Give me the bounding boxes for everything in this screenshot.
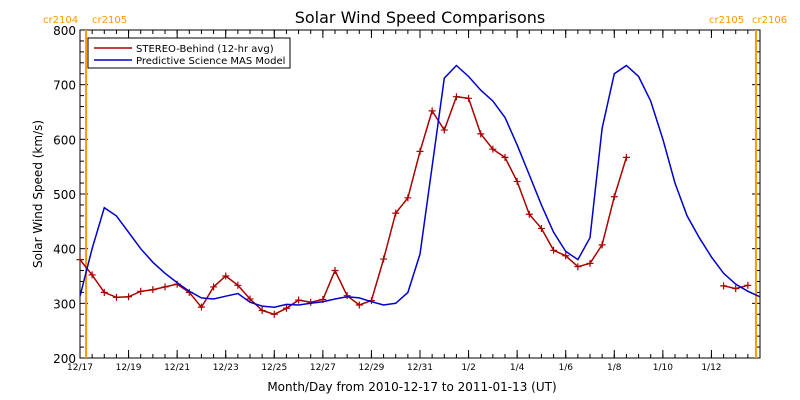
data-point-stereo (270, 310, 278, 318)
legend-label-mas-model: Predictive Science MAS Model (136, 56, 285, 67)
data-point-stereo (88, 271, 96, 279)
x-tick-label: 12/25 (261, 363, 287, 373)
y-tick-label: 200 (53, 352, 76, 366)
data-point-stereo (465, 94, 473, 102)
data-point-stereo (598, 241, 606, 249)
x-tick-label: 1/4 (510, 363, 525, 373)
x-tick-label: 12/23 (213, 363, 239, 373)
cr-right-label-1: cr2105 (92, 15, 127, 26)
plot-area: 200 300 400 500 600 700 800 12/17 12/19 12/21 12/2… (53, 24, 761, 373)
data-point-stereo (100, 288, 108, 296)
y-tick-label: 500 (53, 188, 76, 202)
y-tick-label: 300 (53, 297, 76, 311)
y-tick-label: 800 (53, 24, 76, 38)
legend-box (87, 37, 291, 69)
data-point-stereo (428, 107, 436, 115)
data-point-stereo (197, 303, 205, 311)
x-tick-label: 12/19 (116, 363, 142, 373)
data-point-stereo (720, 282, 728, 290)
data-point-stereo (525, 210, 533, 218)
data-point-stereo (489, 145, 497, 153)
y-tick-label: 700 (53, 79, 76, 93)
legend-label-stereo: STEREO-Behind (12-hr avg) (136, 44, 274, 55)
x-tick-label: 1/12 (701, 363, 721, 373)
plot-frame (79, 29, 761, 359)
data-point-stereo (477, 130, 485, 138)
data-point-stereo (440, 126, 448, 134)
x-tick-label: 1/8 (607, 363, 622, 373)
cr-right-label-2: cr2106 (752, 15, 787, 26)
data-point-stereo (744, 281, 752, 289)
data-point-stereo (416, 147, 424, 155)
x-tick-label: 12/17 (67, 363, 93, 373)
data-point-stereo (501, 153, 509, 161)
data-point-stereo (125, 293, 133, 301)
data-point-stereo (537, 224, 545, 232)
y-tick-label: 600 (53, 133, 76, 147)
data-point-stereo (574, 263, 582, 271)
data-point-stereo (76, 256, 84, 264)
data-point-stereo (137, 287, 145, 295)
x-tick-label: 1/6 (558, 363, 573, 373)
series-line-mas-model (79, 64, 761, 308)
data-point-stereo (210, 283, 218, 291)
data-point-stereo (295, 296, 303, 304)
data-point-stereo (404, 194, 412, 202)
data-point-stereo (622, 153, 630, 161)
data-point-stereo (331, 267, 339, 275)
x-tick-label: 12/29 (358, 363, 384, 373)
y-tick-label: 400 (53, 243, 76, 257)
data-point-stereo (234, 281, 242, 289)
data-point-stereo (343, 292, 351, 300)
data-point-stereo (513, 177, 521, 185)
legend: STEREO-Behind (12-hr avg) Predictive Sci… (87, 37, 291, 69)
data-point-stereo (550, 246, 558, 254)
data-point-stereo (452, 93, 460, 101)
cr-left-label-2: cr2105 (709, 15, 744, 26)
series-line-stereo (79, 95, 628, 316)
data-point-stereo (112, 293, 120, 301)
data-point-stereo (392, 209, 400, 217)
cr-left-label-1: cr2104 (43, 15, 78, 26)
data-point-stereo (610, 193, 618, 201)
y-axis-label: Solar Wind Speed (km/s) (31, 120, 45, 268)
x-tick-label: 12/27 (310, 363, 336, 373)
data-point-stereo (258, 306, 266, 314)
data-point-stereo (355, 301, 363, 309)
x-tick-label: 12/21 (164, 363, 190, 373)
data-point-stereo (562, 252, 570, 260)
data-point-stereo (586, 259, 594, 267)
x-tick-label: 1/10 (653, 363, 673, 373)
data-point-stereo (282, 304, 290, 312)
data-point-stereo (149, 286, 157, 294)
data-point-stereo (161, 283, 169, 291)
data-point-stereo (732, 285, 740, 293)
x-tick-label: 12/31 (407, 363, 433, 373)
x-tick-label: 1/2 (461, 363, 475, 373)
data-point-stereo (222, 272, 230, 280)
data-point-stereo (380, 255, 388, 263)
x-axis-label: Month/Day from 2010-12-17 to 2011-01-13 … (267, 380, 556, 394)
chart-title: Solar Wind Speed Comparisons (295, 8, 546, 27)
